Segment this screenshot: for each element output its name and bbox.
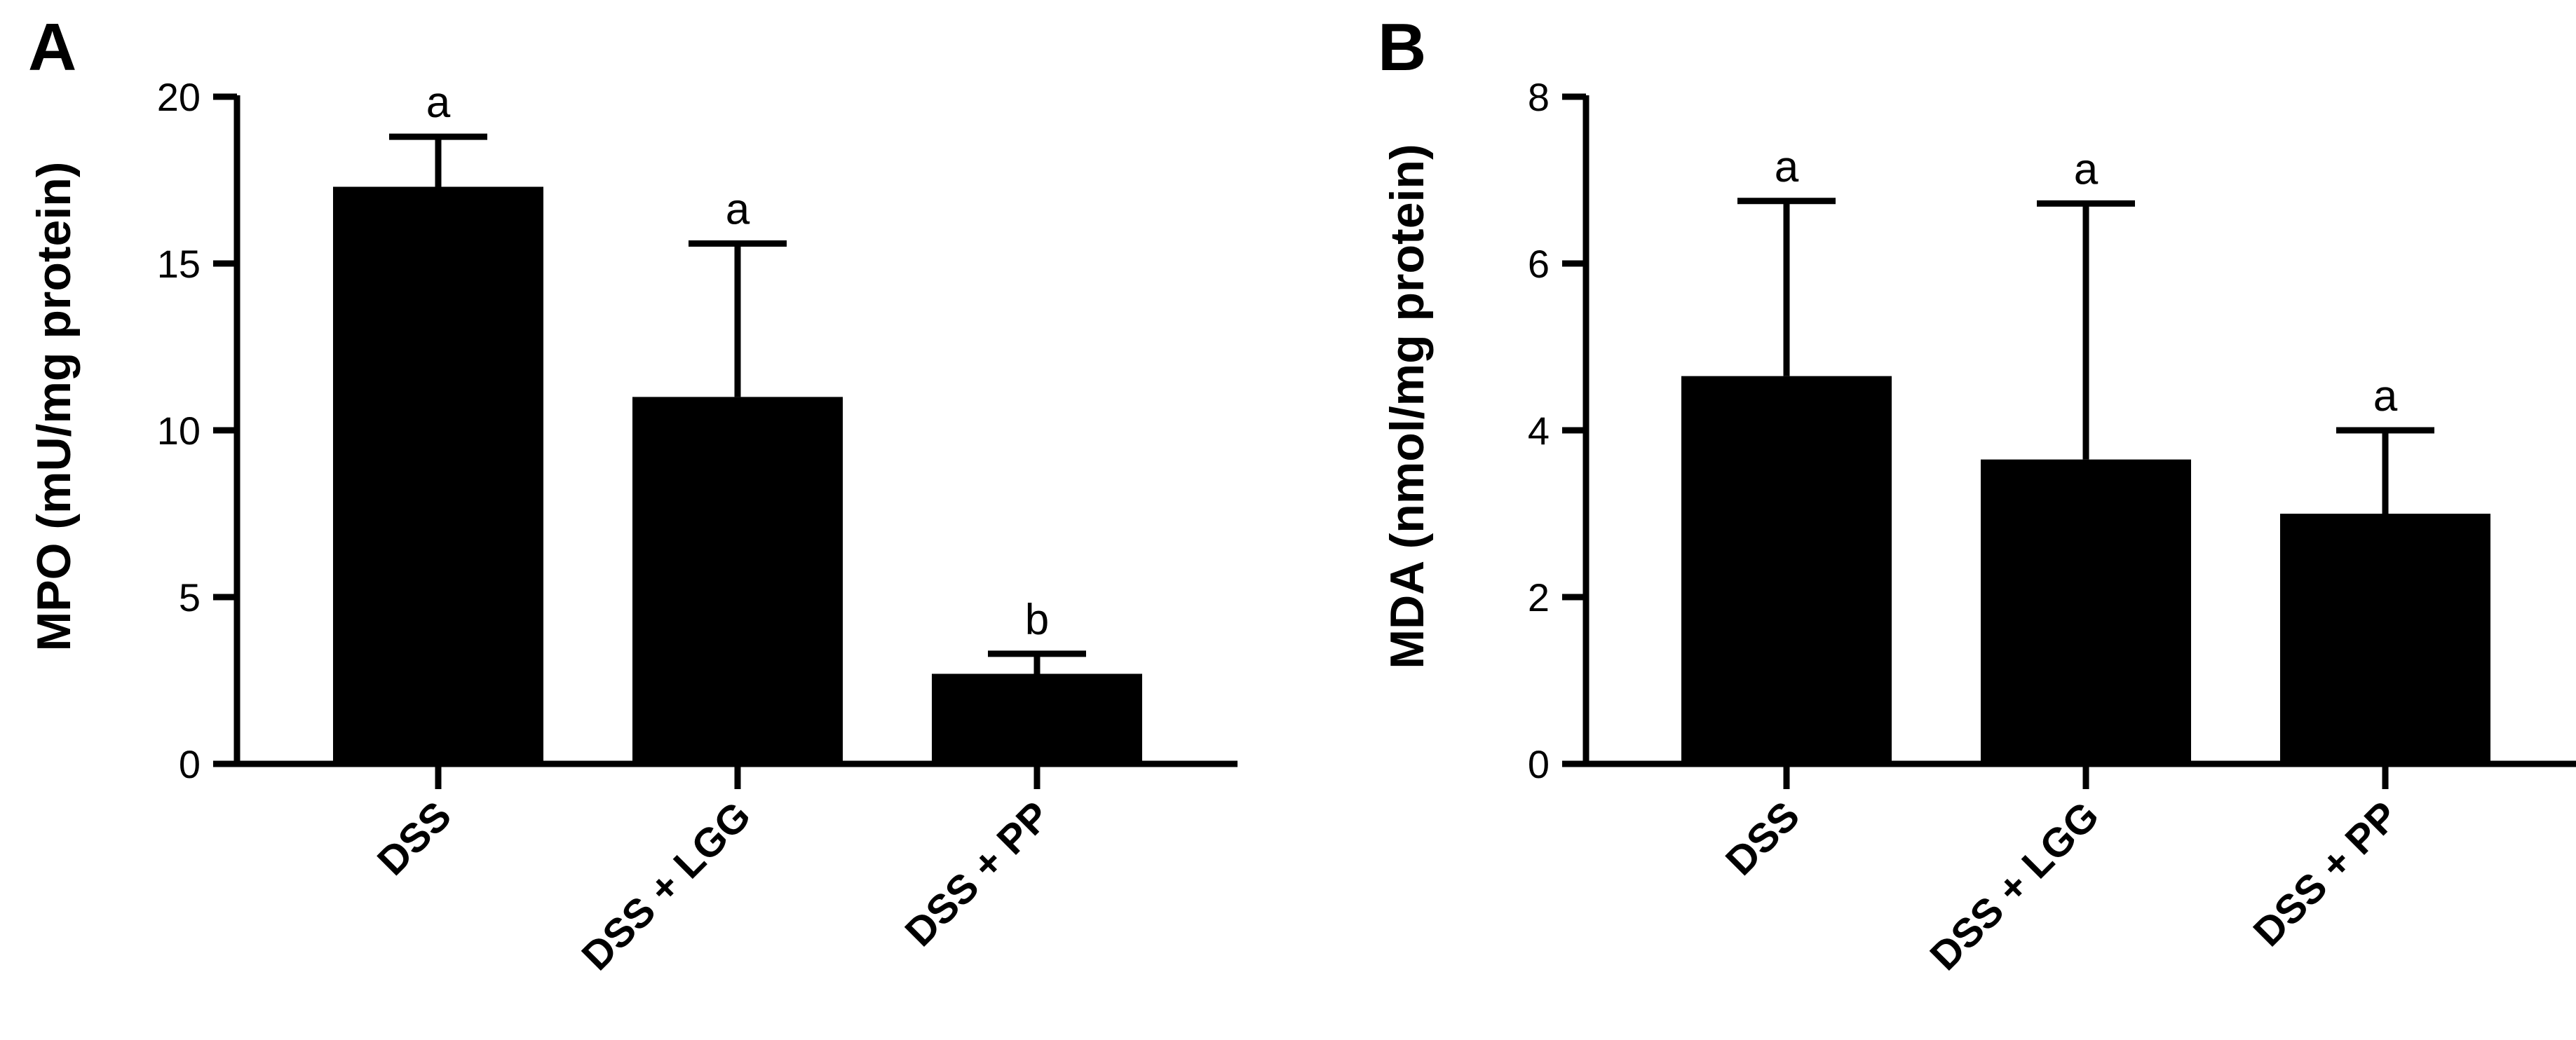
x-tick-label: DSS + PP: [2244, 793, 2407, 955]
bar: [333, 186, 543, 764]
significance-label: a: [2074, 145, 2099, 193]
bar: [1981, 459, 2191, 764]
panel-letter: A: [28, 10, 76, 85]
significance-label: a: [2373, 372, 2398, 420]
bar: [1681, 376, 1892, 764]
panel-b: B MDA (nmol/mg protein) 0 2 4 6 8 DSS DSS + LG…: [1378, 10, 2576, 979]
bar: [2280, 514, 2490, 764]
y-tick-label: 5: [179, 575, 201, 620]
significance-label: a: [426, 78, 451, 127]
y-tick-label: 8: [1528, 75, 1550, 119]
y-axis-label: MPO (mU/mg protein): [27, 162, 81, 652]
bar: [932, 673, 1142, 764]
y-tick-label: 6: [1528, 242, 1550, 286]
x-tick-label: DSS: [369, 793, 460, 884]
panel-letter: B: [1378, 10, 1426, 85]
y-tick-label: 0: [179, 742, 201, 786]
y-axis-label: MDA (nmol/mg protein): [1381, 144, 1434, 669]
bars: a a b: [333, 78, 1142, 764]
y-tick-label: 0: [1528, 742, 1550, 786]
y-tick-label: 15: [157, 242, 201, 286]
panel-a: A MPO (mU/mg protein) 0 5 10 15 20 DSS DSS + L…: [27, 10, 1238, 979]
y-tick-label: 10: [157, 409, 201, 453]
significance-label: a: [1775, 143, 1799, 191]
significance-label: a: [726, 185, 750, 233]
y-tick-label: 4: [1528, 409, 1550, 453]
x-tick-label: DSS + LGG: [1921, 793, 2108, 979]
significance-label: b: [1025, 596, 1049, 644]
bar: [632, 397, 843, 764]
x-tick-label: DSS + LGG: [573, 793, 759, 979]
y-tick-label: 20: [157, 75, 201, 119]
y-tick-label: 2: [1528, 575, 1550, 620]
x-tick-label: DSS + PP: [896, 793, 1059, 955]
bars: a a a: [1681, 143, 2490, 764]
x-tick-label: DSS: [1717, 793, 1808, 884]
